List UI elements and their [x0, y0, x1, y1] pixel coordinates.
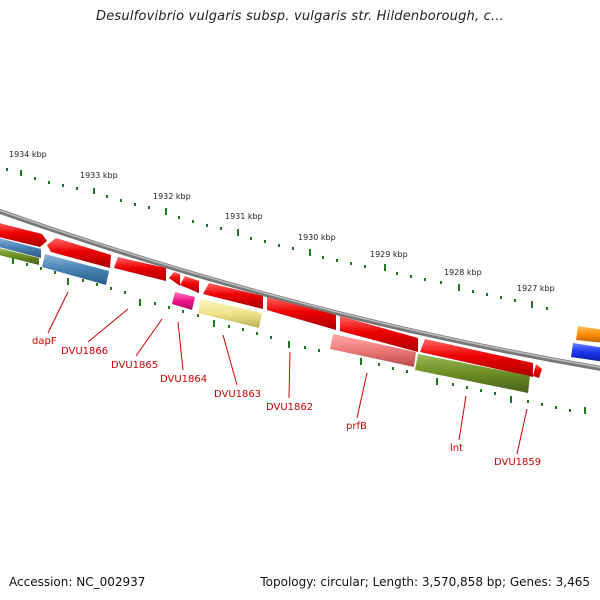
gene-olive-2[interactable] — [415, 354, 530, 393]
leader-DVU1865 — [135, 318, 163, 357]
gene-label-lnt[interactable]: lnt — [450, 443, 463, 454]
lower-scale-ticks — [12, 258, 586, 414]
gene-salmon-1[interactable] — [330, 334, 416, 367]
gene-forward-6[interactable] — [203, 283, 263, 309]
gene-forward-8[interactable] — [340, 316, 418, 352]
leader-DVU1863 — [222, 334, 238, 386]
gene-forward-1[interactable] — [0, 222, 47, 247]
scale-label-1928: 1928 kbp — [444, 268, 482, 277]
gene-forward-3[interactable] — [114, 257, 166, 281]
gene-olive-1[interactable] — [0, 247, 39, 265]
gene-yellow-1[interactable] — [198, 299, 262, 328]
scale-label-1934: 1934 kbp — [9, 150, 47, 159]
gene-label-dapF[interactable]: dapF — [32, 336, 57, 347]
gene-steel-2[interactable] — [42, 254, 109, 285]
gene-pink-1[interactable] — [172, 292, 195, 310]
gene-forward-9[interactable] — [420, 339, 533, 377]
gene-label-DVU1864[interactable]: DVU1864 — [160, 374, 207, 385]
leader-lnt — [458, 395, 467, 441]
leader-DVU1866 — [87, 308, 129, 343]
genome-summary-label: Topology: circular; Length: 3,570,858 bp… — [260, 575, 590, 589]
gene-label-DVU1863[interactable]: DVU1863 — [214, 389, 261, 400]
gene-label-prfB[interactable]: prfB — [346, 421, 367, 432]
label-leader-lines — [47, 291, 528, 455]
leader-prfB — [356, 372, 368, 419]
gene-forward-7[interactable] — [267, 297, 336, 330]
gene-steel-1[interactable] — [0, 237, 41, 258]
gene-forward-5[interactable] — [180, 276, 199, 293]
gene-label-DVU1866[interactable]: DVU1866 — [61, 346, 108, 357]
accession-label: Accession: NC_002937 — [9, 575, 146, 589]
scale-label-1930: 1930 kbp — [298, 233, 336, 242]
gene-orange-1[interactable] — [576, 326, 600, 343]
gene-forward-4[interactable] — [169, 272, 180, 286]
map-title: Desulfovibrio vulgaris subsp. vulgaris s… — [96, 9, 504, 24]
upper-scale-ticks — [6, 168, 548, 310]
genome-backbone — [0, 208, 600, 371]
scale-label-1927: 1927 kbp — [517, 284, 555, 293]
gene-label-DVU1859[interactable]: DVU1859 — [494, 457, 541, 468]
leader-DVU1862 — [288, 351, 291, 399]
genome-backbone-highlight — [0, 209, 600, 369]
leader-DVU1864 — [177, 321, 184, 371]
gene-label-DVU1862[interactable]: DVU1862 — [266, 402, 313, 413]
gene-forward-2[interactable] — [47, 238, 111, 268]
gene-forward-10[interactable] — [533, 364, 542, 378]
gene-blue-1[interactable] — [571, 343, 600, 362]
leader-dapF — [47, 291, 69, 334]
gene-label-DVU1865[interactable]: DVU1865 — [111, 360, 158, 371]
leader-DVU1859 — [516, 408, 528, 455]
scale-label-1932: 1932 kbp — [153, 192, 191, 201]
scale-label-1929: 1929 kbp — [370, 250, 408, 259]
forward-strand-genes — [0, 222, 542, 378]
scale-label-1933: 1933 kbp — [80, 171, 118, 180]
scale-label-1931: 1931 kbp — [225, 212, 263, 221]
reverse-strand-genes — [0, 237, 600, 393]
